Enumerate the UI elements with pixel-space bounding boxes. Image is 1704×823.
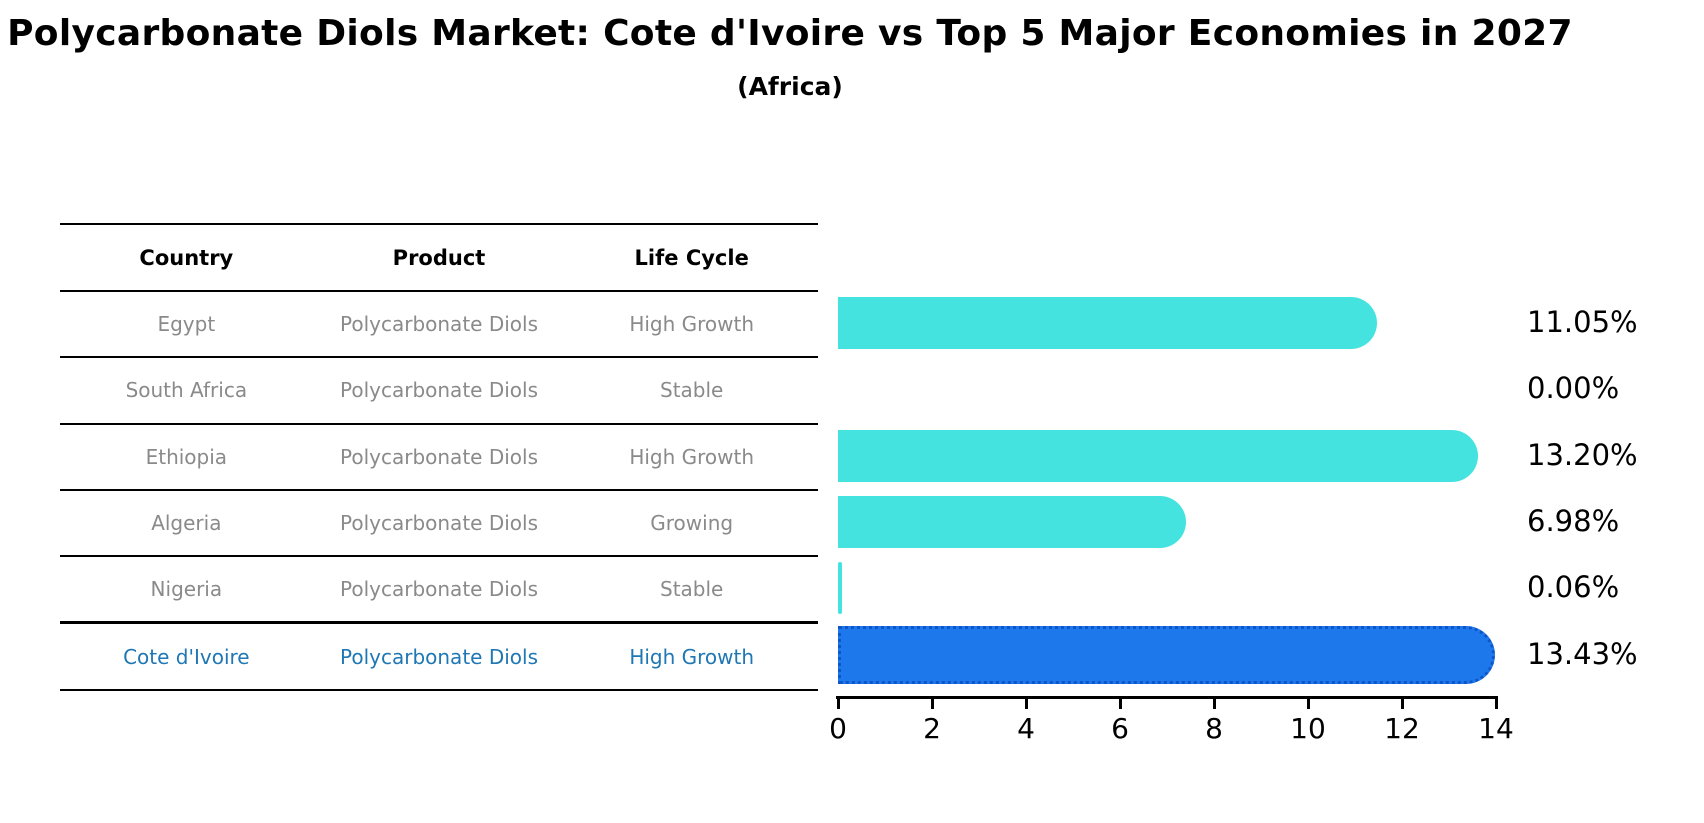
table-cell-country: South Africa — [125, 378, 248, 403]
x-axis-tick — [1212, 699, 1216, 709]
x-axis-tick — [836, 699, 840, 709]
table-cell-product: Polycarbonate Diols — [340, 444, 538, 469]
table-row: Algeria Polycarbonate Diols Growing — [60, 491, 818, 558]
table-cell-lifecycle: Growing — [650, 511, 734, 536]
table-row: Egypt Polycarbonate Diols High Growth — [60, 292, 818, 359]
value-label: 13.43% — [1527, 636, 1638, 671]
x-axis-tick-label: 2 — [923, 712, 941, 745]
table-cell-country: Algeria — [151, 511, 222, 536]
bar-ethiopia — [838, 429, 1479, 482]
table-cell-lifecycle: High Growth — [629, 644, 755, 669]
table-cell-product: Polycarbonate Diols — [340, 511, 538, 536]
table-row: South Africa Polycarbonate Diols Stable — [60, 358, 818, 425]
table-cell-lifecycle: Stable — [660, 378, 724, 403]
table-cell-lifecycle: High Growth — [629, 312, 755, 337]
x-axis-tick-label: 6 — [1111, 712, 1129, 745]
table-cell-country: Egypt — [157, 312, 216, 337]
table-header-country: Country — [139, 245, 234, 270]
table-header-lifecycle: Life Cycle — [634, 245, 749, 270]
x-axis-tick — [1400, 699, 1404, 709]
x-axis-tick-label: 8 — [1205, 712, 1223, 745]
table-cell-product: Polycarbonate Diols — [340, 312, 538, 337]
table-cell-product: Polycarbonate Diols — [340, 378, 538, 403]
table-header-row: Country Product Life Cycle — [60, 225, 818, 292]
table-cell-product: Polycarbonate Diols — [340, 644, 538, 669]
x-axis-tick-label: 12 — [1384, 712, 1420, 745]
table-header-product: Product — [392, 245, 486, 270]
x-axis-tick-label: 4 — [1017, 712, 1035, 745]
value-label: 0.06% — [1527, 570, 1620, 605]
bar-nigeria — [838, 562, 842, 615]
x-axis-tick-label: 10 — [1290, 712, 1326, 745]
x-axis-tick-label: 14 — [1478, 712, 1514, 745]
bar-egypt — [838, 297, 1378, 350]
country-table: Country Product Life Cycle Egypt Polycar… — [60, 223, 818, 691]
chart-title: Polycarbonate Diols Market: Cote d'Ivoir… — [7, 13, 1573, 54]
x-axis-tick — [1306, 699, 1310, 709]
bar-cote-d-ivoire — [838, 625, 1496, 684]
value-label: 11.05% — [1527, 305, 1638, 340]
x-axis-tick-label: 0 — [829, 712, 847, 745]
table-cell-product: Polycarbonate Diols — [340, 577, 538, 602]
table-row: Cote d'Ivoire Polycarbonate Diols High G… — [60, 624, 818, 691]
table-row: Ethiopia Polycarbonate Diols High Growth — [60, 425, 818, 491]
x-axis-tick — [1118, 699, 1122, 709]
value-label: 6.98% — [1527, 504, 1620, 539]
table-cell-lifecycle: Stable — [660, 577, 724, 602]
table-cell-country: Cote d'Ivoire — [123, 644, 250, 669]
table-cell-country: Nigeria — [150, 577, 223, 602]
chart-subtitle: (Africa) — [737, 72, 843, 101]
value-label: 13.20% — [1527, 437, 1638, 472]
bar-algeria — [838, 496, 1187, 549]
table-row: Nigeria Polycarbonate Diols Stable — [60, 557, 818, 625]
x-axis-tick — [930, 699, 934, 709]
table-body: Egypt Polycarbonate Diols High Growth So… — [60, 292, 818, 691]
table-cell-lifecycle: High Growth — [629, 444, 755, 469]
table-cell-country: Ethiopia — [145, 444, 228, 469]
x-axis-tick — [1494, 699, 1498, 709]
value-label: 0.00% — [1527, 371, 1620, 406]
x-axis-tick — [1024, 699, 1028, 709]
x-axis-line — [836, 696, 1498, 699]
